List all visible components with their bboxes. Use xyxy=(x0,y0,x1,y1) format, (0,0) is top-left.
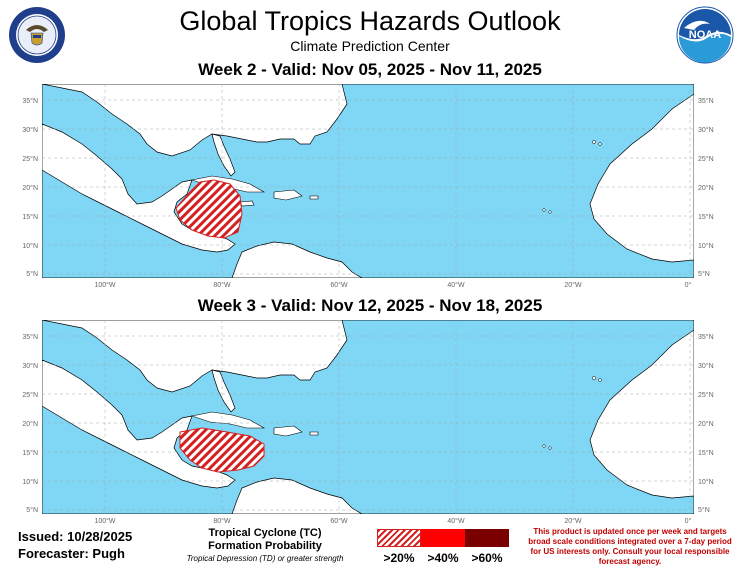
lat-label: 25°N xyxy=(22,391,38,399)
lat-label: 25°N xyxy=(698,155,714,163)
legend-label-60: >60% xyxy=(471,551,503,565)
legend-title-line1: Tropical Cyclone (TC) xyxy=(208,527,322,539)
lat-label: 25°N xyxy=(698,391,714,399)
lat-label: 30°N xyxy=(698,126,714,134)
week3-tc-hazard-area xyxy=(179,427,265,473)
lat-label: 20°N xyxy=(698,420,714,428)
lat-label: 15°N xyxy=(22,213,38,221)
lon-label: 60°W xyxy=(330,517,348,525)
lat-label: 35°N xyxy=(22,97,38,105)
lat-label: 20°N xyxy=(22,184,38,192)
page-title: Global Tropics Hazards Outlook xyxy=(179,6,561,36)
legend-label-20: >20% xyxy=(383,551,415,565)
lat-label: 10°N xyxy=(698,478,714,486)
lat-label: 10°N xyxy=(22,242,38,250)
lat-label: 30°N xyxy=(22,126,38,134)
legend-title-line2: Formation Probability xyxy=(208,540,322,552)
lon-label: 40°W xyxy=(447,517,465,525)
lon-label: 40°W xyxy=(447,281,465,289)
lat-label: 20°N xyxy=(698,184,714,192)
north-america-land xyxy=(41,319,348,393)
week3-title: Week 3 - Valid: Nov 12, 2025 - Nov 18, 2… xyxy=(197,296,543,315)
lon-label: 80°W xyxy=(213,281,231,289)
lon-label: 0° xyxy=(685,517,692,525)
lat-label: 5°N xyxy=(26,506,38,514)
north-america-land xyxy=(41,83,348,157)
lat-label: 30°N xyxy=(22,362,38,370)
lon-label: 100°W xyxy=(94,517,115,525)
lat-label: 5°N xyxy=(26,270,38,278)
lon-label: 60°W xyxy=(330,281,348,289)
week2-title: Week 2 - Valid: Nov 05, 2025 - Nov 11, 2… xyxy=(198,60,542,79)
lat-label: 15°N xyxy=(698,449,714,457)
forecaster-name: Forecaster: Pugh xyxy=(18,546,125,561)
lat-label: 35°N xyxy=(22,333,38,341)
lat-label: 25°N xyxy=(22,155,38,163)
lon-label: 80°W xyxy=(213,517,231,525)
lat-label: 15°N xyxy=(698,213,714,221)
lat-label: 10°N xyxy=(698,242,714,250)
legend-swatch-60 xyxy=(465,529,509,547)
legend-swatch-20 xyxy=(377,529,421,547)
lon-label: 20°W xyxy=(564,517,582,525)
lat-label: 35°N xyxy=(698,333,714,341)
lat-label: 20°N xyxy=(22,420,38,428)
lon-label: 100°W xyxy=(94,281,115,289)
issued-date: Issued: 10/28/2025 xyxy=(18,529,133,544)
lat-label: 10°N xyxy=(22,478,38,486)
svg-text:NOAA: NOAA xyxy=(689,29,721,41)
week2-map xyxy=(41,83,695,279)
lat-label: 30°N xyxy=(698,362,714,370)
lat-label: 5°N xyxy=(698,270,710,278)
legend-note: Tropical Depression (TD) or greater stre… xyxy=(186,554,344,563)
lat-label: 15°N xyxy=(22,449,38,457)
lat-label: 35°N xyxy=(698,97,714,105)
lat-label: 5°N xyxy=(698,506,710,514)
lon-label: 0° xyxy=(685,281,692,289)
lon-label: 20°W xyxy=(564,281,582,289)
legend-label-40: >40% xyxy=(427,551,459,565)
commerce-seal-logo xyxy=(8,6,66,64)
noaa-logo: NOAA xyxy=(676,6,734,64)
week3-map xyxy=(41,319,695,515)
page-subtitle: Climate Prediction Center xyxy=(290,38,450,54)
legend-swatch-40 xyxy=(421,529,465,547)
disclaimer-text: This product is updated once per week an… xyxy=(528,527,732,566)
week2-tc-hazard-area xyxy=(175,179,243,239)
